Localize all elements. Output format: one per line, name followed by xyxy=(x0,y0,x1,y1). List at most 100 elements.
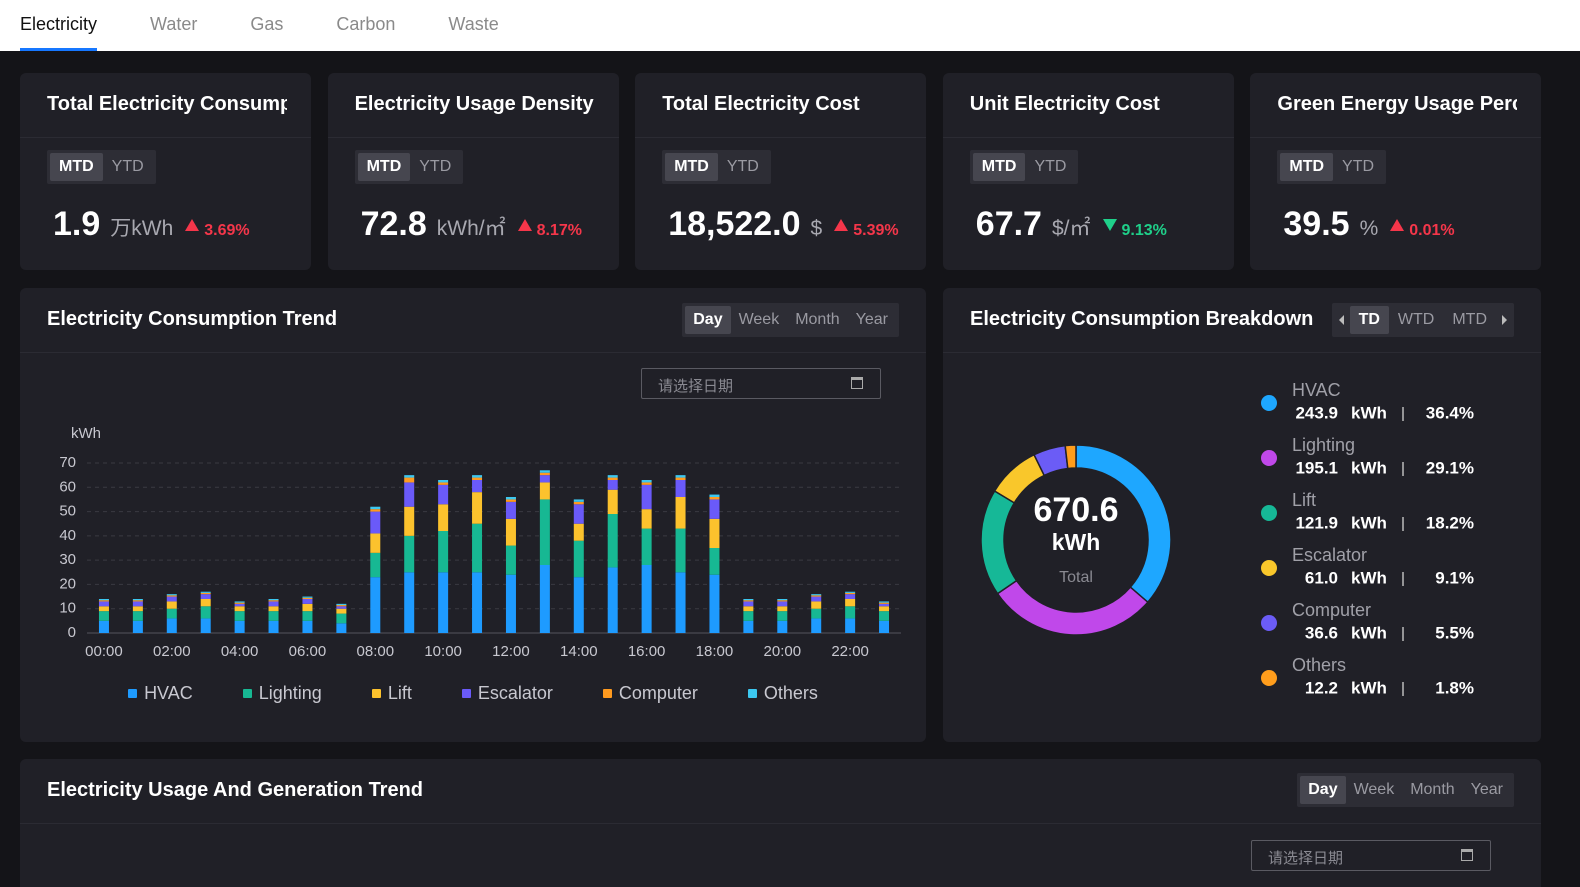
kpi-unit: $ xyxy=(810,217,823,240)
tab[interactable]: Gas xyxy=(250,14,284,34)
trend-arrow xyxy=(185,218,200,231)
legend-label: Computer xyxy=(618,683,698,703)
legend-swatch xyxy=(371,689,381,698)
kpi-card: Green Energy Usage Perc MTD YTD 39.5% 0.01% xyxy=(1250,73,1542,270)
kpi-value-row: 39.5% 0.01% xyxy=(1283,205,1454,244)
segmented-toggle: Day Week Month Year xyxy=(1297,773,1514,807)
trend-arrow xyxy=(517,218,532,231)
panel-title: Total Electricity Cost xyxy=(662,93,860,115)
legend-label: Lighting xyxy=(258,683,322,703)
toggle-option[interactable]: Week xyxy=(738,311,780,328)
kpi-change: 5.39% xyxy=(853,222,899,239)
toggle-option[interactable]: MTD xyxy=(665,153,718,181)
arrow-icon[interactable] xyxy=(1502,315,1507,325)
calendar-icon xyxy=(1461,849,1473,861)
panel-title: Green Energy Usage Perc xyxy=(1277,93,1518,115)
toggle-option[interactable]: MTD xyxy=(357,153,411,181)
toggle-option[interactable]: MTD xyxy=(1452,311,1487,328)
chart-panel: Electricity Consumption Breakdown TD WTD MT… xyxy=(943,288,1541,742)
panel-title: Electricity Consumption Breakdown xyxy=(970,308,1314,330)
kpi-unit: $/㎡ xyxy=(1051,217,1091,240)
kpi-value: 18,522.0 xyxy=(668,205,801,243)
segmented-toggle: MTD YTD xyxy=(1277,150,1387,184)
toggle-option[interactable]: YTD xyxy=(1342,158,1375,175)
legend-swatch xyxy=(602,689,612,698)
kpi-value: 1.9 xyxy=(53,205,101,243)
segmented-toggle: MTD YTD xyxy=(662,150,771,184)
kpi-change: 8.17% xyxy=(536,222,582,239)
toggle-option[interactable]: MTD xyxy=(1280,153,1334,181)
toggle-option[interactable]: Month xyxy=(1410,781,1455,798)
toggle-option[interactable]: Week xyxy=(1353,781,1395,798)
legend-item[interactable]: Computer xyxy=(602,683,698,704)
tab[interactable]: Water xyxy=(150,14,198,34)
divider xyxy=(327,137,619,138)
toggle-option[interactable]: MTD xyxy=(50,153,103,181)
tab[interactable]: Electricity xyxy=(20,0,98,51)
legend-swatch xyxy=(128,689,138,698)
kpi-value-row: 1.9 万kWh 3.69% xyxy=(53,205,250,244)
kpi-value: 67.7 xyxy=(975,205,1042,243)
tab[interactable]: Carbon xyxy=(336,14,396,34)
kpi-card: Unit Electricity Cost MTD YTD 67.7 $/㎡ 9.13% xyxy=(942,73,1234,270)
toggle-option[interactable]: Year xyxy=(855,311,888,328)
divider xyxy=(20,352,926,353)
toggle-option[interactable]: TD xyxy=(1349,306,1389,334)
trend-arrow xyxy=(1102,218,1117,231)
toggle-option[interactable]: Day xyxy=(685,306,731,334)
kpi-value-row: 67.7 $/㎡ 9.13% xyxy=(976,205,1167,244)
toggle-option[interactable]: YTD xyxy=(419,158,452,175)
kpi-change: 3.69% xyxy=(204,222,250,239)
divider xyxy=(943,352,1541,353)
toggle-option[interactable]: Month xyxy=(795,311,840,328)
divider xyxy=(20,823,1541,824)
kpi-card: Total Electricity Consump MTD YTD 1.9 万kWh 3.… xyxy=(20,73,311,270)
divider xyxy=(635,137,927,138)
tab-bar: Electricity Water Gas Carbon Waste xyxy=(0,0,1580,51)
legend-item[interactable]: HVAC xyxy=(128,683,193,704)
date-picker[interactable]: 请选择日期 xyxy=(1251,840,1491,871)
legend-item[interactable]: Lighting xyxy=(242,683,322,704)
legend-item[interactable]: Escalator xyxy=(461,683,553,704)
toggle-option[interactable]: YTD xyxy=(726,158,759,175)
segmented-toggle: MTD YTD xyxy=(969,150,1079,184)
toggle-option[interactable]: YTD xyxy=(111,158,144,175)
legend-label: Lift xyxy=(387,683,412,703)
segmented-toggle: MTD YTD xyxy=(47,150,156,184)
kpi-unit: kWh/㎡ xyxy=(436,217,506,240)
panel-title: Electricity Usage Density xyxy=(354,93,594,115)
kpi-change: 0.01% xyxy=(1409,222,1455,239)
divider xyxy=(1250,137,1542,138)
kpi-value-row: 72.8 kWh/㎡ 8.17% xyxy=(361,205,582,244)
panel-title: Electricity Consumption Trend xyxy=(47,308,338,330)
legend-item[interactable]: Others xyxy=(747,683,818,704)
kpi-value: 39.5 xyxy=(1283,205,1350,243)
kpi-card: Electricity Usage Density MTD YTD 72.8 kWh/㎡… xyxy=(327,73,619,270)
trend-arrow xyxy=(834,218,849,231)
segmented-toggle: Day Week Month Year xyxy=(682,303,899,337)
toggle-option[interactable]: WTD xyxy=(1397,311,1435,328)
kpi-value: 72.8 xyxy=(360,205,427,243)
chart-panel: Electricity Usage And Generation Trend Da… xyxy=(20,759,1541,887)
segmented-toggle: TD WTD MTD xyxy=(1331,303,1514,337)
toggle-option[interactable]: Year xyxy=(1470,781,1503,798)
kpi-card: Total Electricity Cost MTD YTD 18,522.0 $5.3… xyxy=(635,73,927,270)
legend-swatch xyxy=(461,689,471,698)
kpi-change: 9.13% xyxy=(1121,222,1167,239)
chart-panel: Electricity Consumption Trend Day Week Mont… xyxy=(20,288,926,742)
toggle-option[interactable]: MTD xyxy=(972,153,1026,181)
toggle-option[interactable]: YTD xyxy=(1034,158,1067,175)
kpi-unit: % xyxy=(1359,217,1379,240)
kpi-unit: 万kWh xyxy=(110,217,174,240)
toggle-option[interactable]: Day xyxy=(1300,776,1346,804)
arrow-icon[interactable] xyxy=(1338,315,1344,325)
panel-title: Total Electricity Consump xyxy=(47,93,287,115)
legend-item[interactable]: Lift xyxy=(371,683,412,704)
legend-label: Others xyxy=(763,683,818,703)
legend-swatch xyxy=(747,689,757,698)
panel-title: Unit Electricity Cost xyxy=(969,93,1160,115)
divider xyxy=(942,137,1234,138)
tab[interactable]: Waste xyxy=(448,14,499,34)
date-placeholder: 请选择日期 xyxy=(1268,850,1344,867)
date-picker[interactable]: 请选择日期 xyxy=(641,368,881,399)
